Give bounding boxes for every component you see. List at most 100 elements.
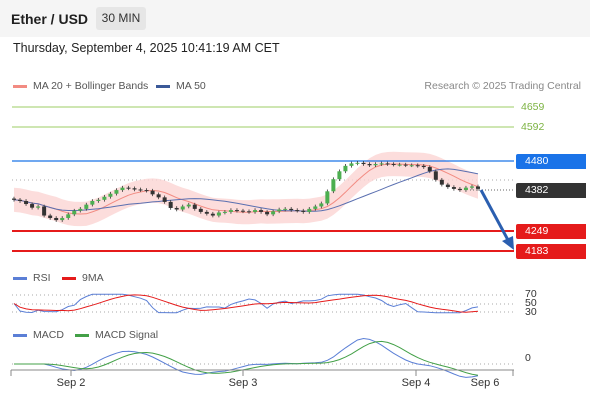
- candle-body: [367, 164, 372, 166]
- candle-body: [379, 163, 384, 165]
- candle-body: [427, 167, 432, 172]
- rsi-level-30: 30: [525, 306, 537, 318]
- candle-body: [132, 188, 137, 190]
- candle-body: [174, 207, 179, 210]
- candle-body: [60, 217, 65, 221]
- level-label-r2: 4659: [521, 101, 545, 113]
- candle-body: [277, 209, 282, 212]
- candle-body: [476, 186, 480, 189]
- pivot-tag: 4480: [516, 154, 586, 169]
- candle-body: [361, 162, 366, 165]
- candle-body: [325, 191, 330, 204]
- candle-body: [120, 187, 125, 191]
- ma50-swatch: [156, 84, 170, 88]
- candle-body: [271, 211, 276, 215]
- ma20-swatch: [13, 84, 27, 88]
- x-label-sep2: Sep 2: [56, 377, 86, 389]
- candle-body: [204, 211, 209, 214]
- candle-body: [385, 163, 390, 165]
- candle-body: [397, 164, 402, 166]
- candle-body: [90, 201, 95, 205]
- pair-title: Ether / USD: [11, 11, 89, 27]
- rsi-9ma-line: [13, 294, 479, 313]
- candle-body: [78, 208, 83, 211]
- candle-body: [216, 212, 221, 216]
- candle-body: [222, 211, 227, 213]
- timeframe-button[interactable]: 30 MIN: [96, 7, 146, 30]
- candle-body: [36, 206, 41, 208]
- candle-body: [391, 164, 396, 166]
- candle-body: [150, 190, 155, 195]
- candle-body: [210, 213, 215, 216]
- x-label-sep4: Sep 4: [401, 377, 431, 389]
- macd-signal-line: [14, 340, 479, 376]
- legend-ma20: MA 20 + Bollinger Bands: [13, 80, 148, 92]
- bollinger-band: [14, 151, 478, 227]
- legend-macd-signal: MACD Signal: [75, 329, 158, 341]
- 9ma-label: 9MA: [82, 272, 104, 284]
- candle-body: [234, 210, 239, 212]
- candle-body: [445, 184, 450, 188]
- candle-body: [409, 165, 414, 167]
- candle-body: [48, 215, 53, 218]
- candle-body: [289, 208, 294, 211]
- candle-body: [162, 197, 167, 202]
- candle-body: [156, 194, 161, 198]
- rsi-label: RSI: [33, 272, 51, 284]
- candle-body: [54, 217, 59, 221]
- candle-body: [469, 186, 474, 188]
- candle-body: [180, 206, 185, 210]
- candle-body: [265, 211, 270, 215]
- 9ma-swatch: [62, 276, 76, 280]
- candle-body: [319, 203, 324, 207]
- x-label-sep6: Sep 6: [470, 377, 500, 389]
- candle-body: [228, 210, 233, 212]
- candle-body: [343, 165, 348, 172]
- macd-label: MACD: [33, 329, 64, 341]
- candle-body: [24, 201, 29, 205]
- candle-body: [240, 210, 245, 212]
- candle-body: [198, 208, 203, 212]
- rsi-level-70: 70: [525, 288, 537, 300]
- header-bar: Ether / USD 30 MIN: [0, 0, 590, 37]
- rsi-line: [13, 293, 479, 314]
- candle-body: [259, 210, 264, 212]
- candle-body: [108, 193, 113, 197]
- candle-body: [433, 171, 438, 180]
- candle-body: [301, 210, 306, 212]
- forecast-arrow: [479, 189, 510, 241]
- support-tag-2: 4183: [516, 244, 586, 259]
- candle-body: [168, 201, 173, 208]
- legend-9ma: 9MA: [62, 272, 104, 284]
- ma20-label: MA 20 + Bollinger Bands: [33, 80, 149, 92]
- candlesticks: [12, 161, 480, 222]
- legend-ma50: MA 50: [156, 80, 206, 92]
- legend-rsi: RSI: [13, 272, 51, 284]
- candle-body: [373, 164, 378, 166]
- forecast-arrowhead: [502, 236, 514, 250]
- candle-body: [102, 196, 107, 200]
- candle-body: [421, 165, 426, 168]
- last-price-tag: 4382: [516, 183, 586, 198]
- ma20-line: [13, 163, 479, 215]
- candle-body: [30, 204, 35, 208]
- candle-body: [186, 204, 191, 207]
- candle-body: [451, 187, 456, 189]
- candle-body: [457, 188, 462, 191]
- candle-body: [247, 211, 252, 213]
- candle-body: [66, 214, 71, 218]
- candle-body: [349, 163, 354, 166]
- candle-body: [192, 204, 197, 209]
- candle-body: [18, 199, 23, 201]
- candle-body: [138, 189, 143, 191]
- support-tag-1: 4249: [516, 224, 586, 239]
- candle-body: [144, 190, 149, 192]
- ma50-label: MA 50: [176, 80, 206, 92]
- macd-swatch: [13, 333, 27, 337]
- legend-macd: MACD: [13, 329, 64, 341]
- candle-body: [439, 179, 444, 185]
- level-label-r1: 4592: [521, 121, 545, 133]
- x-label-sep3: Sep 3: [228, 377, 258, 389]
- macd-zero-label: 0: [525, 352, 531, 364]
